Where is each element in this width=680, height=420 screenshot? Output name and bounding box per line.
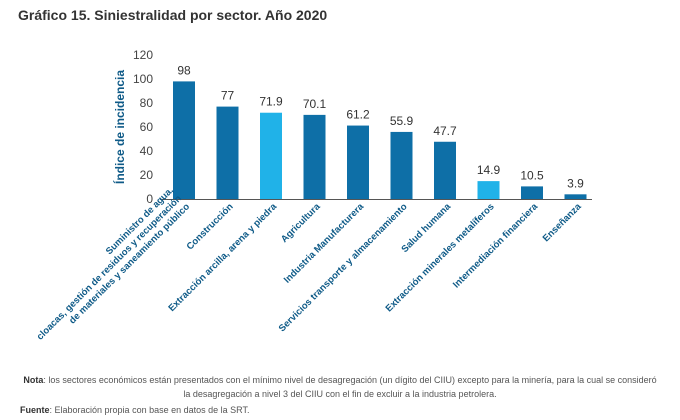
x-tick-label: Intermediación financiera — [451, 201, 541, 291]
y-tick-label: 60 — [140, 120, 154, 134]
bar-value-label: 61.2 — [346, 108, 370, 122]
bar-value-label: 10.5 — [520, 168, 544, 182]
bar-value-label: 47.7 — [433, 124, 457, 138]
bar — [564, 194, 587, 199]
chart-title: Gráfico 15. Siniestralidad por sector. A… — [18, 7, 328, 23]
source-text: : Elaboración propia con base en datos d… — [49, 405, 250, 415]
y-axis-label: Índice de incidencia — [112, 70, 127, 184]
x-tick-label: Agricultura — [279, 201, 323, 245]
bar-value-label: 14.9 — [477, 163, 501, 177]
bar-value-label: 3.9 — [567, 176, 584, 190]
x-tick-label-line: cloacas, gestión de residuos y recuperac… — [35, 193, 184, 342]
y-tick-label: 80 — [140, 96, 154, 110]
y-tick-label: 120 — [133, 48, 153, 62]
bar-value-label: 55.9 — [390, 114, 414, 128]
bar — [260, 112, 282, 199]
x-tick-label-line: Agricultura — [279, 201, 323, 245]
source-label: Fuente — [20, 405, 50, 415]
bar-value-label: 77 — [221, 89, 235, 103]
x-tick-label-line: Intermediación financiera — [451, 201, 541, 291]
bar — [521, 186, 543, 199]
note-text: : los sectores económicos están presenta… — [43, 375, 657, 399]
bar — [477, 181, 500, 199]
chart-note: Nota: los sectores económicos están pres… — [20, 373, 660, 401]
bar — [216, 106, 239, 199]
y-tick-label: 20 — [140, 168, 154, 182]
bar-value-label: 98 — [177, 63, 191, 77]
bar-chart: Índice de incidencia 0 20 40 60 80 100 120 98 Sum… — [27, 48, 592, 351]
y-tick-label: 0 — [146, 192, 153, 206]
bar-value-label: 71.9 — [259, 95, 283, 109]
x-tick-label: Enseñanza — [541, 201, 584, 244]
bar — [303, 114, 326, 199]
y-tick-label: 100 — [133, 72, 153, 86]
x-tick-label-line: Enseñanza — [541, 201, 584, 244]
bar — [390, 131, 413, 199]
bar — [347, 125, 369, 199]
y-tick-label: 40 — [140, 144, 154, 158]
bar-value-label: 70.1 — [303, 97, 327, 111]
bar — [434, 141, 456, 199]
x-tick-label: Suministro de agua,cloacas, gestión de r… — [27, 185, 193, 351]
chart-source: Fuente: Elaboración propia con base en d… — [20, 405, 249, 415]
x-tick-label-line: Industria Manufacturera — [282, 201, 367, 286]
bar — [173, 81, 195, 199]
note-label: Nota — [23, 375, 44, 385]
x-tick-label: Industria Manufacturera — [282, 201, 367, 286]
